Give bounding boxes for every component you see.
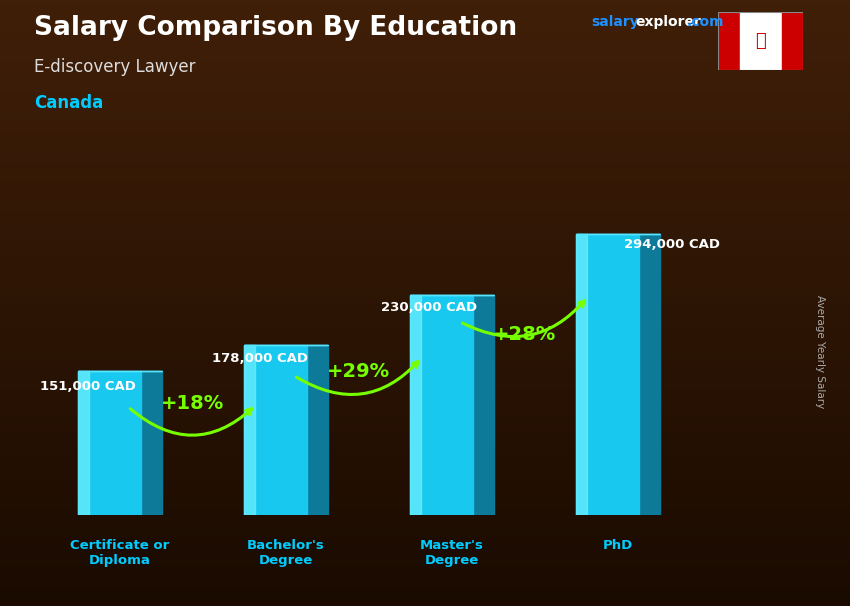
Polygon shape — [307, 345, 328, 515]
Bar — [410, 296, 421, 515]
Text: E-discovery Lawyer: E-discovery Lawyer — [34, 58, 196, 76]
Bar — [575, 235, 587, 515]
Bar — [782, 12, 803, 70]
Text: Canada: Canada — [34, 94, 103, 112]
Bar — [244, 345, 255, 515]
Text: PhD: PhD — [603, 539, 633, 551]
Text: 151,000 CAD: 151,000 CAD — [40, 380, 135, 393]
Text: Salary Comparison By Education: Salary Comparison By Education — [34, 15, 517, 41]
Text: .com: .com — [687, 15, 724, 29]
Text: 178,000 CAD: 178,000 CAD — [212, 352, 309, 365]
Text: +28%: +28% — [492, 325, 556, 344]
Text: 294,000 CAD: 294,000 CAD — [624, 238, 720, 251]
Bar — [77, 371, 89, 515]
Polygon shape — [141, 371, 162, 515]
Bar — [410, 296, 473, 515]
Text: Master's
Degree: Master's Degree — [420, 539, 484, 567]
Bar — [244, 345, 307, 515]
Bar — [718, 12, 740, 70]
Text: Bachelor's
Degree: Bachelor's Degree — [247, 539, 325, 567]
Bar — [575, 235, 638, 515]
Text: +18%: +18% — [161, 394, 224, 413]
Text: 230,000 CAD: 230,000 CAD — [382, 301, 478, 314]
Polygon shape — [473, 296, 495, 515]
Text: salary: salary — [591, 15, 638, 29]
Text: 🍁: 🍁 — [756, 32, 766, 50]
Bar — [740, 12, 782, 70]
Bar — [77, 371, 141, 515]
Text: Certificate or
Diploma: Certificate or Diploma — [71, 539, 170, 567]
Polygon shape — [638, 235, 660, 515]
Text: Average Yearly Salary: Average Yearly Salary — [815, 295, 825, 408]
Text: +29%: +29% — [326, 362, 390, 381]
Text: explorer: explorer — [636, 15, 701, 29]
